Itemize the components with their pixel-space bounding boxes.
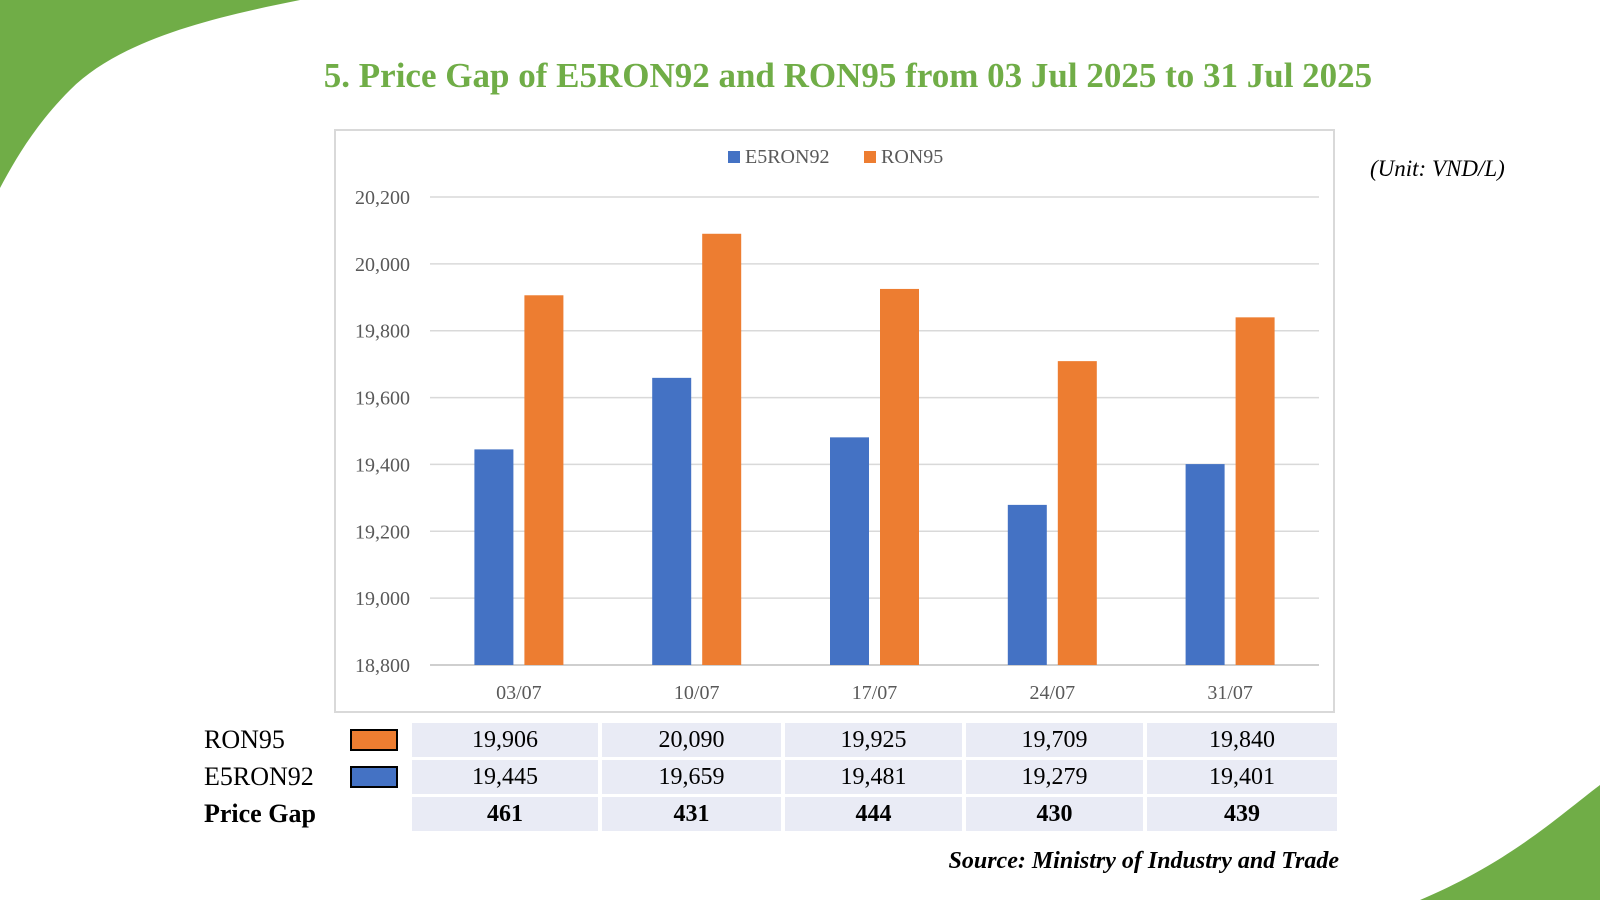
bar-e5ron92-24-07 bbox=[1007, 504, 1047, 665]
table-cell: 431 bbox=[602, 797, 785, 834]
row-header-e5ron92: E5RON92 bbox=[204, 760, 412, 797]
table-cell: 19,925 bbox=[785, 723, 966, 760]
table-cell: 439 bbox=[1147, 797, 1341, 834]
table-cell: 19,401 bbox=[1147, 760, 1341, 797]
x-tick-label: 10/07 bbox=[674, 682, 720, 704]
legend-label: RON95 bbox=[881, 146, 943, 168]
y-tick-label: 18,800 bbox=[355, 655, 410, 677]
chart-frame: 18,800 19,000 19,200 19,400 19,600 19,800 20,0… bbox=[334, 129, 1335, 713]
table-row-ron95: RON95 19,906 20,090 19,925 19,709 19,840 bbox=[204, 723, 1341, 760]
chart-legend: E5RON92 RON95 bbox=[728, 146, 943, 168]
bar-e5ron92-31-07 bbox=[1185, 464, 1225, 665]
x-tick-label: 31/07 bbox=[1207, 682, 1253, 704]
price-table: RON95 19,906 20,090 19,925 19,709 19,840… bbox=[204, 723, 1341, 834]
bars bbox=[474, 233, 1275, 665]
bar-e5ron92-03-07 bbox=[474, 449, 514, 665]
y-tick-label: 20,200 bbox=[355, 187, 410, 209]
bar-e5ron92-10-07 bbox=[652, 377, 692, 665]
table-cell: 461 bbox=[412, 797, 602, 834]
y-tick-label: 19,000 bbox=[355, 588, 410, 610]
y-axis-tick-labels: 18,800 19,000 19,200 19,400 19,600 19,800 20,0… bbox=[355, 187, 410, 677]
table-cell: 20,090 bbox=[602, 723, 785, 760]
source-note: Source: Ministry of Industry and Trade bbox=[948, 848, 1340, 874]
legend-swatch bbox=[864, 151, 876, 163]
legend-swatch bbox=[728, 151, 740, 163]
x-axis-tick-labels: 03/07 10/07 17/07 24/07 31/07 bbox=[496, 682, 1253, 704]
bottom-right-leaf-shape bbox=[1420, 785, 1600, 900]
table-cell: 19,481 bbox=[785, 760, 966, 797]
table-row-e5ron92: E5RON92 19,445 19,659 19,481 19,279 19,4… bbox=[204, 760, 1341, 797]
table-cell: 19,445 bbox=[412, 760, 602, 797]
bar-ron95-17-07 bbox=[880, 288, 919, 665]
row-label: Price Gap bbox=[204, 799, 316, 828]
bar-ron95-24-07 bbox=[1057, 361, 1097, 665]
table-cell: 19,659 bbox=[602, 760, 785, 797]
bar-e5ron92-17-07 bbox=[830, 437, 869, 665]
y-tick-label: 20,000 bbox=[355, 254, 410, 276]
bar-ron95-31-07 bbox=[1235, 317, 1275, 665]
ron95-swatch bbox=[350, 729, 398, 751]
page-title: 5. Price Gap of E5RON92 and RON95 from 0… bbox=[323, 56, 1373, 95]
bar-chart: 18,800 19,000 19,200 19,400 19,600 19,800 20,0… bbox=[355, 146, 1319, 704]
bar-ron95-10-07 bbox=[702, 233, 742, 665]
table-cell: 430 bbox=[966, 797, 1147, 834]
table-row-price-gap: Price Gap 461 431 444 430 439 bbox=[204, 797, 1341, 834]
table-cell: 19,840 bbox=[1147, 723, 1341, 760]
bar-ron95-03-07 bbox=[524, 295, 564, 665]
x-tick-label: 17/07 bbox=[852, 682, 898, 704]
unit-label: (Unit: VND/L) bbox=[1370, 156, 1505, 181]
row-header-price-gap: Price Gap bbox=[204, 797, 412, 834]
table-cell: 19,906 bbox=[412, 723, 602, 760]
y-tick-label: 19,800 bbox=[355, 321, 410, 343]
table-cell: 19,709 bbox=[966, 723, 1147, 760]
table-cell: 19,279 bbox=[966, 760, 1147, 797]
row-header-ron95: RON95 bbox=[204, 723, 412, 760]
y-tick-label: 19,400 bbox=[355, 454, 410, 476]
e5ron92-swatch bbox=[350, 766, 398, 788]
x-tick-label: 03/07 bbox=[496, 682, 542, 704]
x-tick-label: 24/07 bbox=[1030, 682, 1076, 704]
table-cell: 444 bbox=[785, 797, 966, 834]
row-label: E5RON92 bbox=[204, 762, 314, 791]
y-tick-label: 19,600 bbox=[355, 388, 410, 410]
legend-label: E5RON92 bbox=[745, 146, 829, 168]
gridlines bbox=[430, 196, 1319, 666]
row-label: RON95 bbox=[204, 725, 285, 754]
y-tick-label: 19,200 bbox=[355, 521, 410, 543]
